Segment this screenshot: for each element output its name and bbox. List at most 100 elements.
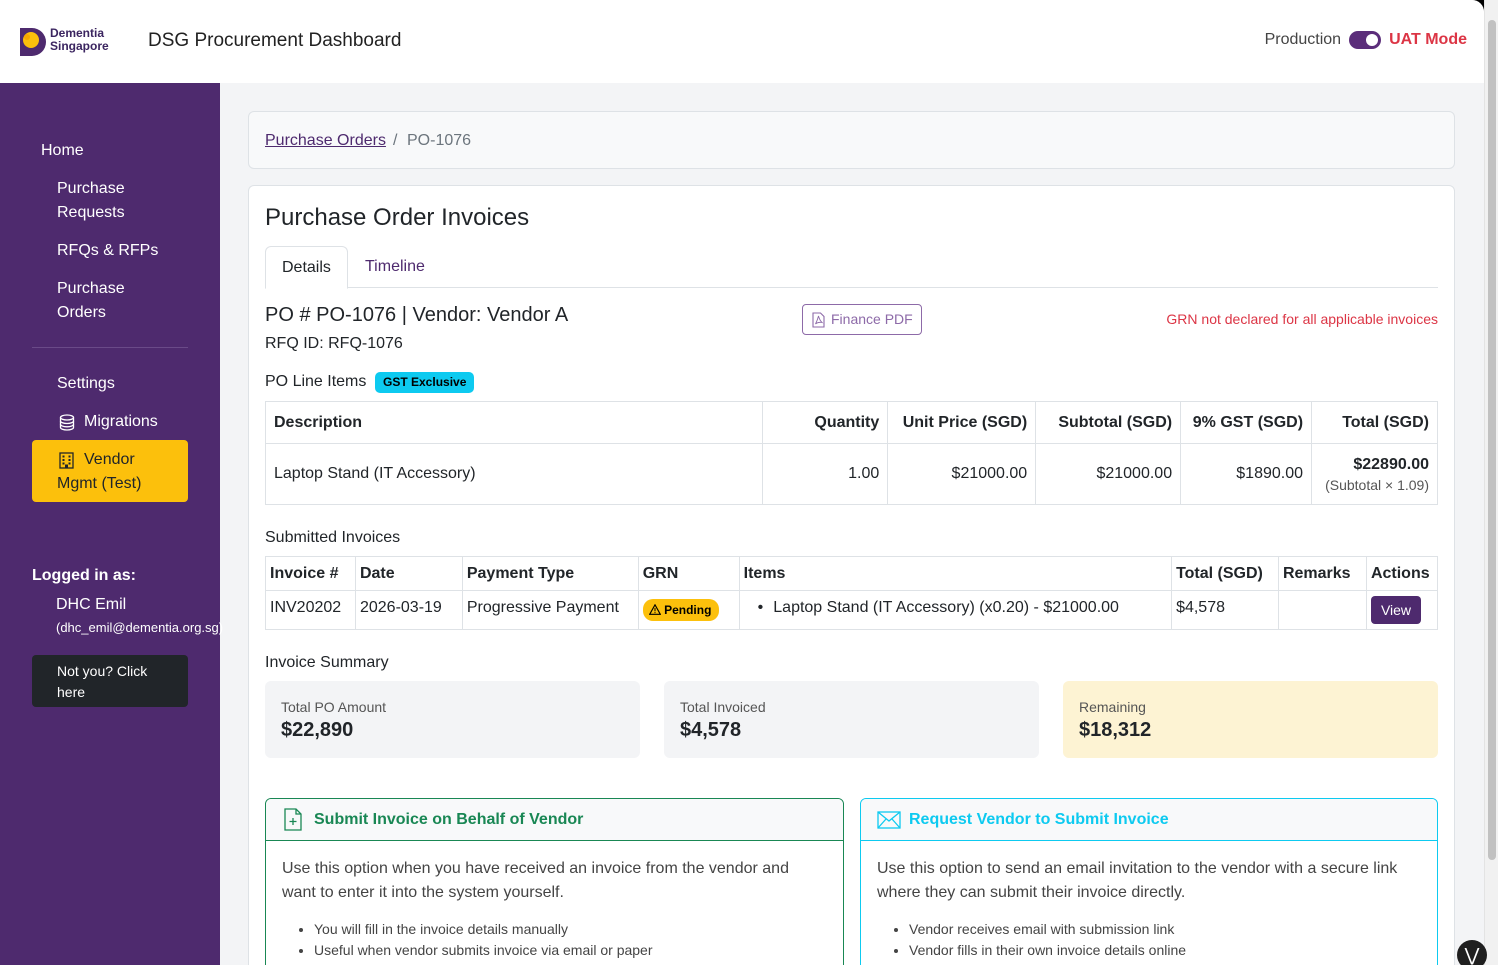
col-header: Payment Type	[461, 556, 639, 591]
file-plus-icon	[284, 808, 302, 831]
sidebar-item-purchase-requests[interactable]: Purchase Requests	[57, 177, 125, 225]
breadcrumb-purchase-orders-link[interactable]: Purchase Orders	[265, 132, 386, 149]
cell-total: $22890.00 (Subtotal × 1.09)	[1311, 443, 1438, 505]
sidebar-item-label: Mgmt (Test)	[57, 475, 142, 492]
sidebar-item-migrations[interactable]: Migrations	[57, 410, 158, 434]
finance-pdf-label: Finance PDF	[831, 311, 913, 327]
page-scrollbar[interactable]	[1484, 0, 1498, 965]
col-header: Description	[264, 401, 764, 444]
app-title: DSG Procurement Dashboard	[148, 30, 402, 51]
list-item: You will fill in the invoice details man…	[314, 919, 827, 940]
finance-pdf-button[interactable]: Finance PDF	[802, 304, 922, 335]
total-value: $22890.00	[1353, 455, 1429, 473]
panel-title: Request Vendor to Submit Invoice	[909, 811, 1169, 828]
line-items-label: PO Line Items	[265, 373, 367, 390]
uat-mode-label: UAT Mode	[1389, 31, 1467, 48]
cell-total: $4,578	[1171, 590, 1279, 630]
cell-invoice-number: INV20202	[265, 590, 356, 630]
col-header: Subtotal (SGD)	[1035, 401, 1182, 444]
cell-grn: Pending	[637, 590, 740, 630]
sidebar-divider	[32, 347, 188, 348]
breadcrumb-separator: /	[393, 132, 398, 149]
table-row: Laptop Stand (IT Accessory) 1.00 $21000.…	[264, 443, 1438, 505]
summary-label: Total Invoiced	[680, 699, 766, 715]
summary-remaining: Remaining $18,312	[1063, 681, 1438, 758]
rfq-id: RFQ ID: RFQ-1076	[265, 335, 403, 352]
sidebar-item-vendor-mgmt[interactable]: Vendor Mgmt (Test)	[32, 440, 188, 502]
logo-line1: Dementia	[50, 26, 105, 40]
sidebar-item-home[interactable]: Home	[41, 142, 84, 159]
item-bullet: Laptop Stand (IT Accessory) (x0.20) - $2…	[744, 599, 1119, 616]
grn-warning: GRN not declared for all applicable invo…	[1166, 311, 1438, 327]
col-header: Items	[738, 556, 1173, 591]
pdf-file-icon	[812, 312, 825, 328]
sidebar-item-purchase-orders[interactable]: Purchase Orders	[57, 277, 125, 325]
sidebar-item-rfqs[interactable]: RFQs & RFPs	[57, 242, 159, 259]
col-header: Remarks	[1277, 556, 1367, 591]
page-title: Purchase Order Invoices	[265, 204, 530, 231]
summary-label: Remaining	[1079, 699, 1146, 715]
scrollbar-thumb[interactable]	[1488, 20, 1496, 860]
summary-label: Total PO Amount	[281, 699, 387, 715]
total-note: (Subtotal × 1.09)	[1325, 476, 1429, 493]
po-invoices-card: Purchase Order Invoices Details Timeline…	[248, 185, 1455, 965]
invoices-table: Invoice # Date Payment Type GRN Items To…	[265, 556, 1439, 630]
building-icon	[59, 452, 74, 469]
envelope-icon	[877, 811, 901, 829]
panel-bullets: Vendor receives email with submission li…	[877, 919, 1421, 961]
summary-value: $18,312	[1079, 719, 1152, 741]
not-you-label: here	[57, 684, 86, 700]
summary-value: $22,890	[281, 719, 354, 741]
database-icon	[59, 414, 75, 431]
view-invoice-button[interactable]: View	[1370, 596, 1422, 624]
panel-description: Use this option when you have received a…	[282, 860, 789, 901]
table-header-row: Description Quantity Unit Price (SGD) Su…	[264, 401, 1438, 444]
col-header: 9% GST (SGD)	[1180, 401, 1313, 444]
warning-icon	[648, 603, 661, 615]
col-header: Total (SGD)	[1311, 401, 1438, 444]
col-header: Date	[354, 556, 463, 591]
summary-total-invoiced: Total Invoiced $4,578	[664, 681, 1039, 758]
top-header: Dementia Singapore DSG Procurement Dashb…	[0, 0, 1484, 83]
not-you-button[interactable]: Not you? Click here	[32, 655, 188, 707]
grn-status-label: Pending	[664, 603, 712, 617]
table-row: INV20202 2026-03-19 Progressive Payment …	[265, 590, 1439, 630]
submitted-invoices-label: Submitted Invoices	[265, 529, 401, 546]
breadcrumb-current: PO-1076	[407, 132, 472, 149]
col-header: Invoice #	[265, 556, 356, 591]
list-item: Vendor receives email with submission li…	[909, 919, 1421, 940]
user-email: (dhc_emil@dementia.org.sg)	[56, 620, 224, 635]
col-header: Quantity	[762, 401, 889, 444]
grn-status-badge: Pending	[642, 599, 720, 621]
request-vendor-panel[interactable]: Request Vendor to Submit Invoice Use thi…	[860, 798, 1438, 965]
cell-quantity: 1.00	[762, 443, 889, 505]
cell-date: 2026-03-19	[354, 590, 463, 630]
col-header: Actions	[1365, 556, 1439, 591]
gst-badge: GST Exclusive	[375, 372, 475, 393]
panel-title: Submit Invoice on Behalf of Vendor	[314, 811, 584, 828]
logo-mark	[20, 28, 46, 56]
panel-description: Use this option to send an email invitat…	[877, 860, 1398, 901]
po-heading: PO # PO-1076 | Vendor: Vendor A	[265, 304, 569, 326]
col-header: GRN	[637, 556, 740, 591]
list-item: Vendor fills in their own invoice detail…	[909, 940, 1421, 961]
cell-items: Laptop Stand (IT Accessory) (x0.20) - $2…	[738, 590, 1173, 630]
cell-actions: View	[1365, 590, 1439, 630]
panel-body: Use this option to send an email invitat…	[861, 841, 1437, 965]
sidebar-item-settings[interactable]: Settings	[57, 375, 115, 392]
user-name: DHC Emil	[56, 596, 127, 613]
dementia-singapore-logo[interactable]: Dementia Singapore	[18, 24, 118, 60]
tab-details[interactable]: Details	[265, 246, 348, 289]
not-you-label: Not you? Click	[57, 663, 148, 679]
col-header: Unit Price (SGD)	[887, 401, 1037, 444]
sidebar-item-label: Purchase	[57, 180, 125, 197]
submit-on-behalf-panel[interactable]: Submit Invoice on Behalf of Vendor Use t…	[265, 798, 844, 965]
sidebar-item-label: Migrations	[84, 413, 158, 430]
panel-header: Request Vendor to Submit Invoice	[861, 799, 1437, 841]
v-badge-icon[interactable]: ⋁	[1457, 940, 1487, 965]
tab-timeline[interactable]: Timeline	[365, 258, 425, 275]
mode-toggle[interactable]	[1349, 31, 1382, 49]
summary-value: $4,578	[680, 719, 742, 741]
cell-subtotal: $21000.00	[1035, 443, 1182, 505]
